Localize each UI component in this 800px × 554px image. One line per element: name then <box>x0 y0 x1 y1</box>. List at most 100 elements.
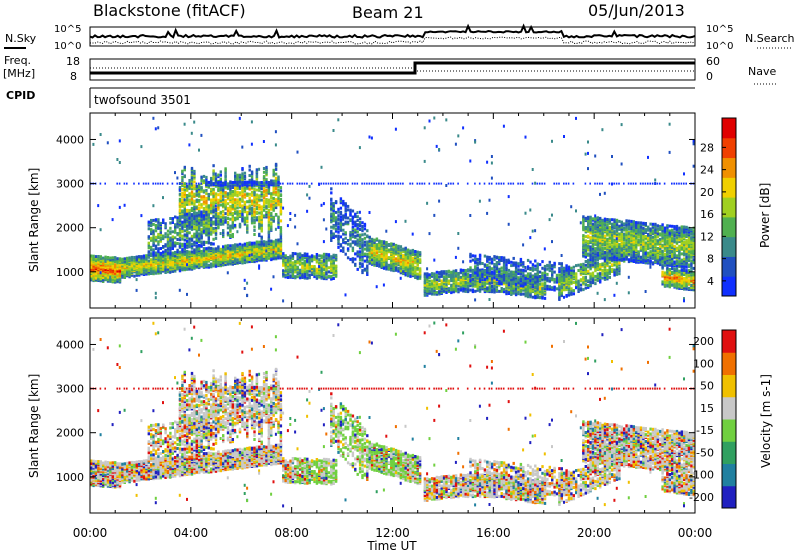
power-cell <box>325 252 328 256</box>
power-cell <box>382 266 386 270</box>
power-cell <box>551 213 553 217</box>
power-cell <box>330 255 333 259</box>
power-cell <box>358 146 361 150</box>
power-cell <box>322 265 326 269</box>
power-cell <box>171 217 174 221</box>
power-cell <box>162 182 164 185</box>
power-cell <box>416 253 419 257</box>
power-cell <box>219 203 222 207</box>
power-cell <box>351 235 355 239</box>
power-cell <box>152 238 155 242</box>
power-cell <box>510 278 513 282</box>
power-cell <box>543 247 546 251</box>
power-cell <box>339 228 343 232</box>
power-cell <box>121 264 124 268</box>
power-cell <box>205 264 208 268</box>
power-cell <box>495 276 499 280</box>
power-cell <box>265 190 268 194</box>
power-cell <box>157 242 160 246</box>
power-cell <box>543 267 547 271</box>
power-cell <box>186 234 189 237</box>
power-cell <box>392 261 395 265</box>
power-cell <box>207 185 210 189</box>
power-cell <box>567 278 571 282</box>
power-cell <box>306 193 309 197</box>
power-cell <box>229 193 232 197</box>
power-cell <box>303 254 307 257</box>
power-cell <box>433 272 436 276</box>
power-cell <box>390 267 393 271</box>
power-cell <box>582 240 585 244</box>
power-cell <box>157 240 160 244</box>
power-cell <box>270 254 273 258</box>
power-cell <box>121 268 124 272</box>
power-cell <box>231 226 234 230</box>
power-cell <box>500 287 503 290</box>
power-cell <box>411 274 415 278</box>
power-cell <box>150 252 153 256</box>
power-cell <box>178 261 182 265</box>
power-cell <box>358 253 362 257</box>
power-cell <box>570 289 573 293</box>
power-cell <box>284 262 287 266</box>
power-cell <box>361 182 363 185</box>
power-cell <box>577 279 580 283</box>
power-cell <box>382 240 386 244</box>
power-cell <box>358 238 362 242</box>
power-cell <box>260 191 263 194</box>
power-cell <box>217 225 220 229</box>
power-cell <box>582 248 585 252</box>
power-cell <box>435 292 439 296</box>
power-cell <box>238 185 241 189</box>
power-cell <box>162 256 165 260</box>
power-cell <box>210 232 213 236</box>
power-cell <box>224 244 227 248</box>
power-cell <box>447 182 450 185</box>
power-cell <box>462 274 465 278</box>
power-cell <box>510 290 513 294</box>
power-cell <box>214 222 218 226</box>
power-cell <box>241 173 244 177</box>
power-cell <box>207 265 210 269</box>
power-cell <box>370 237 374 241</box>
power-cell <box>471 282 475 286</box>
power-cell <box>229 187 232 191</box>
power-cell <box>150 228 153 232</box>
power-cell <box>361 254 364 258</box>
power-cell <box>474 278 477 282</box>
power-cell <box>507 281 511 285</box>
power-cell <box>169 238 172 242</box>
power-cell <box>301 261 304 265</box>
power-cell <box>133 256 136 259</box>
power-cell <box>553 182 555 185</box>
power-cell <box>361 271 364 275</box>
power-cell <box>262 253 266 257</box>
power-cell <box>423 272 427 276</box>
power-cell <box>529 266 532 270</box>
power-cell <box>493 271 496 275</box>
power-cell <box>272 188 275 191</box>
power-cell <box>241 256 244 260</box>
power-cell <box>198 243 201 247</box>
power-cell <box>255 193 259 197</box>
power-cell <box>277 196 280 200</box>
power-cell <box>270 217 273 221</box>
power-cell <box>289 274 292 278</box>
power-cell <box>267 254 271 258</box>
power-cell <box>166 257 170 261</box>
power-cell <box>152 242 155 246</box>
power-cell <box>140 272 143 276</box>
power-cell <box>450 283 453 287</box>
power-cell <box>243 261 247 265</box>
power-cell <box>255 244 259 248</box>
power-cell <box>346 220 350 224</box>
power-cell <box>202 262 206 266</box>
power-cell <box>195 211 198 215</box>
power-cell <box>92 275 95 279</box>
power-cell <box>466 284 470 288</box>
power-cell <box>548 218 551 222</box>
power-cell <box>378 259 381 263</box>
power-cell <box>522 279 525 283</box>
power-cell <box>234 185 237 189</box>
power-cell <box>272 172 275 175</box>
